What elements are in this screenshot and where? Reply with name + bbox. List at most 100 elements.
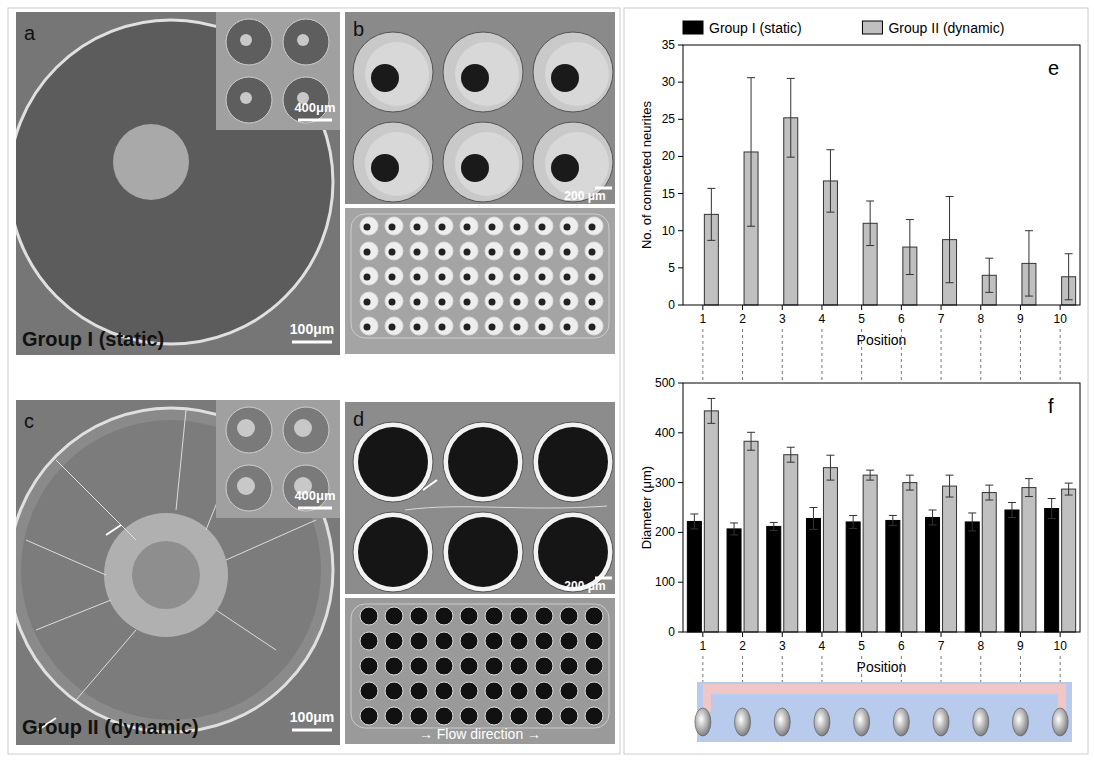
y-tick	[678, 82, 683, 83]
error-cap	[946, 282, 954, 283]
aggregate	[551, 154, 579, 182]
array-aggregate	[364, 274, 371, 281]
array-aggregate	[414, 224, 421, 231]
well-interior	[358, 427, 428, 497]
array-well	[460, 707, 478, 725]
spheroid-well	[735, 708, 751, 736]
error-stem	[949, 197, 950, 283]
array-aggregate	[414, 299, 421, 306]
aggregate	[461, 154, 489, 182]
error-cap	[985, 292, 993, 293]
array-well	[585, 217, 603, 235]
inset-well	[226, 19, 272, 65]
array-well	[435, 632, 453, 650]
array-aggregate	[514, 224, 521, 231]
guide-line	[782, 329, 783, 380]
array-aggregate	[539, 224, 546, 231]
array-well	[510, 317, 528, 335]
array-aggregate	[489, 224, 496, 231]
error-bar	[1008, 503, 1016, 518]
error-cap	[946, 475, 954, 476]
array-well	[535, 607, 553, 625]
array-aggregate	[539, 324, 546, 331]
guide-line	[861, 329, 862, 380]
image-content	[16, 12, 340, 355]
error-stem	[1011, 503, 1012, 518]
inset-well	[283, 407, 329, 453]
x-tick	[980, 305, 981, 310]
error-cap	[946, 497, 954, 498]
error-cap	[747, 226, 755, 227]
y-tick	[678, 45, 683, 46]
error-cap	[849, 515, 857, 516]
guide-line	[1060, 329, 1061, 380]
spheroid-well	[814, 708, 830, 736]
array-well	[510, 657, 528, 675]
array-well	[435, 657, 453, 675]
well	[443, 122, 523, 202]
array-well	[485, 217, 503, 235]
array-aggregate	[414, 249, 421, 256]
error-stem	[1028, 479, 1029, 497]
x-tick-label: 2	[739, 312, 746, 326]
bar	[687, 521, 701, 632]
x-tick-label: 3	[779, 639, 786, 653]
error-bar	[1065, 254, 1073, 300]
array-well	[510, 242, 528, 260]
array-well	[385, 217, 403, 235]
error-cap	[690, 528, 698, 529]
arrow	[106, 525, 121, 535]
neurite	[226, 520, 316, 560]
well-interior	[455, 132, 519, 196]
error-stem	[751, 78, 752, 227]
error-cap	[826, 212, 834, 213]
bar	[1062, 489, 1076, 632]
x-tick	[821, 632, 822, 637]
plot-frame	[683, 383, 1080, 632]
array-aggregate	[539, 249, 546, 256]
well-interior	[545, 42, 609, 106]
error-cap	[787, 78, 795, 79]
well	[353, 422, 433, 502]
error-bar	[770, 522, 778, 530]
error-cap	[1025, 496, 1033, 497]
error-cap	[747, 432, 755, 433]
error-cap	[1008, 502, 1016, 503]
array-aggregate	[414, 324, 421, 331]
arrow	[423, 480, 437, 490]
error-bar	[929, 510, 937, 525]
well	[353, 512, 433, 592]
spheroid-well	[695, 708, 711, 736]
error-cap	[1065, 483, 1073, 484]
error-stem	[711, 398, 712, 423]
error-cap	[747, 450, 755, 451]
panel-label: e	[1048, 57, 1059, 79]
x-tick	[941, 632, 942, 637]
array-well	[485, 292, 503, 310]
y-axis-label: Diameter (μm)	[639, 466, 654, 549]
inset-aggregate	[297, 34, 309, 46]
array-well	[510, 632, 528, 650]
x-axis-label: Position	[857, 659, 907, 675]
error-cap	[929, 524, 937, 525]
array-well	[585, 707, 603, 725]
inset-well	[226, 77, 272, 123]
bar	[965, 522, 979, 632]
array-aggregate	[389, 274, 396, 281]
chart-f: 010020030040050012345678910PositionDiame…	[639, 376, 1080, 700]
y-tick-label: 10	[662, 224, 676, 238]
legend-label: Group I (static)	[709, 20, 802, 36]
y-tick	[678, 582, 683, 583]
sem-image-c: 400μm100μmGroup II (dynamic)c	[9, 400, 340, 745]
array-well	[485, 682, 503, 700]
plot-marks	[687, 398, 1075, 632]
sem-image-a: 400μm100μmGroup I (static)a	[9, 12, 340, 355]
error-cap	[968, 512, 976, 513]
y-tick-label: 30	[662, 75, 676, 89]
error-cap	[707, 240, 715, 241]
array-well	[410, 267, 428, 285]
error-bar	[1025, 479, 1033, 497]
flow-annotation: → Flow direction →	[419, 726, 541, 742]
array-aggregate	[589, 324, 596, 331]
array-well	[560, 217, 578, 235]
